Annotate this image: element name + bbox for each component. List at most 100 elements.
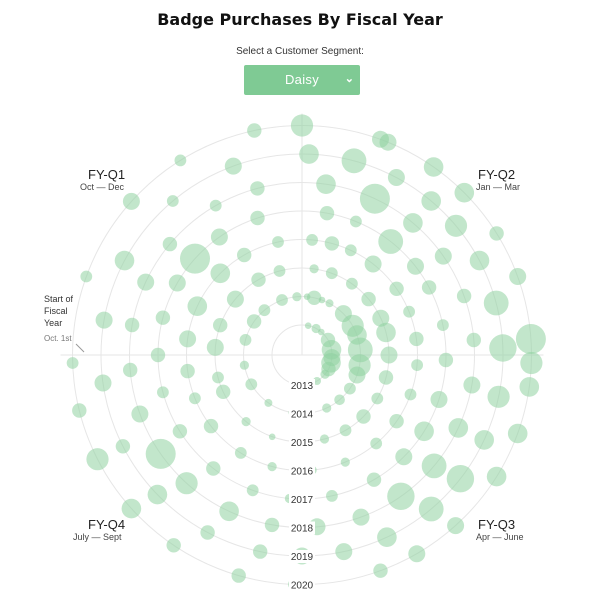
data-point-2020-10 — [507, 423, 528, 444]
data-point-2019-0 — [299, 144, 319, 164]
data-point-2014-10 — [344, 382, 356, 395]
data-point-2013-0 — [304, 322, 312, 330]
start-annotation-line2: Fiscal — [44, 306, 68, 316]
data-point-2017-13 — [246, 484, 259, 497]
data-point-2018-20 — [162, 236, 178, 252]
data-point-2018-19 — [137, 273, 155, 291]
data-point-2014-16 — [239, 360, 249, 370]
data-point-2020-11 — [486, 466, 507, 487]
data-point-2015-16 — [212, 371, 224, 384]
data-point-2015-10 — [339, 424, 352, 437]
data-point-2020-14 — [373, 563, 388, 578]
data-point-2018-5 — [466, 332, 481, 348]
data-point-2017-11 — [326, 490, 338, 502]
data-point-2018-17 — [123, 362, 138, 378]
data-point-2014-12 — [322, 403, 332, 413]
data-point-2017-6 — [438, 352, 454, 368]
data-point-2019-17 — [147, 484, 168, 505]
data-point-2019-1 — [341, 148, 367, 174]
quarter-range-q2: Jan — Mar — [476, 182, 521, 192]
data-point-2016-11 — [340, 457, 350, 467]
data-point-2015-13 — [268, 433, 276, 441]
data-point-2017-16 — [157, 386, 169, 399]
data-point-2020-5 — [489, 226, 504, 241]
year-label-bg-2019 — [289, 550, 315, 563]
data-point-2019-7 — [489, 334, 517, 362]
year-label-bg-2013 — [289, 379, 315, 392]
data-point-2020-16 — [231, 568, 246, 583]
data-point-2014-3 — [325, 299, 334, 308]
data-point-2015-8 — [371, 392, 384, 405]
data-point-2014-14 — [264, 398, 273, 407]
data-point-2020-4 — [454, 182, 475, 203]
data-point-2015-2 — [346, 277, 358, 290]
data-point-2019-16 — [200, 525, 215, 540]
year-label-2017: 2017 — [291, 495, 314, 506]
data-point-2015-15 — [216, 384, 231, 399]
data-point-2016-19 — [187, 296, 208, 317]
data-point-2016-20 — [210, 263, 231, 284]
data-point-2015-14 — [241, 417, 251, 427]
year-label-2014: 2014 — [291, 410, 314, 421]
data-point-2018-9 — [387, 482, 415, 510]
data-point-2016-18 — [179, 330, 197, 348]
data-point-2016-14 — [234, 447, 247, 459]
data-point-2019-12 — [377, 527, 397, 547]
quarter-range-q3: Apr — June — [476, 532, 524, 542]
data-point-2020-19 — [86, 448, 109, 471]
segment-select-label: Select a Customer Segment: — [236, 46, 364, 57]
data-point-2017-20 — [180, 243, 210, 274]
data-point-2015-6 — [380, 346, 398, 364]
data-point-2015-21 — [273, 265, 286, 277]
data-point-2017-3 — [407, 257, 424, 275]
data-point-2019-5 — [469, 250, 490, 271]
data-point-2014-19 — [258, 304, 271, 317]
data-point-2017-5 — [437, 319, 449, 331]
data-point-2016-22 — [272, 236, 284, 248]
quarter-label-q3: FY-Q3 — [478, 517, 516, 532]
year-label-2018: 2018 — [291, 524, 314, 535]
data-point-2020-7 — [515, 324, 546, 354]
data-point-2018-13 — [219, 501, 239, 522]
data-point-2020-23 — [122, 192, 140, 210]
data-point-2019-13 — [335, 543, 353, 561]
data-point-2014-18 — [246, 314, 262, 329]
data-point-2016-17 — [180, 363, 195, 379]
data-point-2015-3 — [361, 291, 376, 307]
data-point-2018-22 — [250, 181, 265, 196]
quarter-range-q4: July — Sept — [73, 532, 122, 542]
data-point-2020-13 — [408, 545, 426, 563]
quarter-range-q1: Oct — Dec — [80, 182, 125, 192]
data-point-2020-9 — [519, 377, 540, 397]
start-annotation-line1: Start of — [44, 294, 74, 304]
year-label-2020: 2020 — [291, 581, 314, 592]
year-label-2013: 2013 — [291, 381, 314, 392]
chevron-down-icon[interactable]: ⌄ — [344, 73, 354, 85]
data-point-2020-12 — [447, 517, 465, 535]
data-point-2020-21 — [66, 357, 79, 369]
year-label-2019: 2019 — [291, 552, 314, 563]
data-point-2015-20 — [251, 272, 266, 287]
year-label-2015: 2015 — [291, 438, 314, 449]
data-point-2017-9 — [395, 448, 413, 466]
data-point-2016-10 — [370, 437, 383, 450]
data-point-2018-8 — [421, 453, 447, 479]
data-point-2015-17 — [206, 338, 224, 356]
data-point-2016-21 — [237, 247, 252, 263]
data-point-2019-8 — [487, 385, 510, 408]
data-point-2014-9 — [348, 366, 366, 384]
data-point-2015-9 — [356, 409, 371, 424]
data-point-2018-0 — [316, 174, 336, 194]
data-point-2020-20 — [72, 403, 87, 418]
data-point-2015-11 — [319, 434, 330, 444]
data-point-2015-19 — [226, 290, 244, 308]
data-point-2016-8 — [404, 388, 417, 401]
data-point-2015-7 — [378, 370, 394, 385]
data-point-2015-5 — [376, 322, 396, 343]
data-point-2016-5 — [403, 305, 415, 318]
data-point-2019-4 — [444, 214, 468, 237]
data-point-2016-15 — [203, 418, 219, 434]
data-point-2014-17 — [239, 334, 252, 346]
segment-select[interactable]: Daisy ⌄ — [244, 65, 360, 95]
year-label-bg-2018 — [289, 521, 315, 535]
